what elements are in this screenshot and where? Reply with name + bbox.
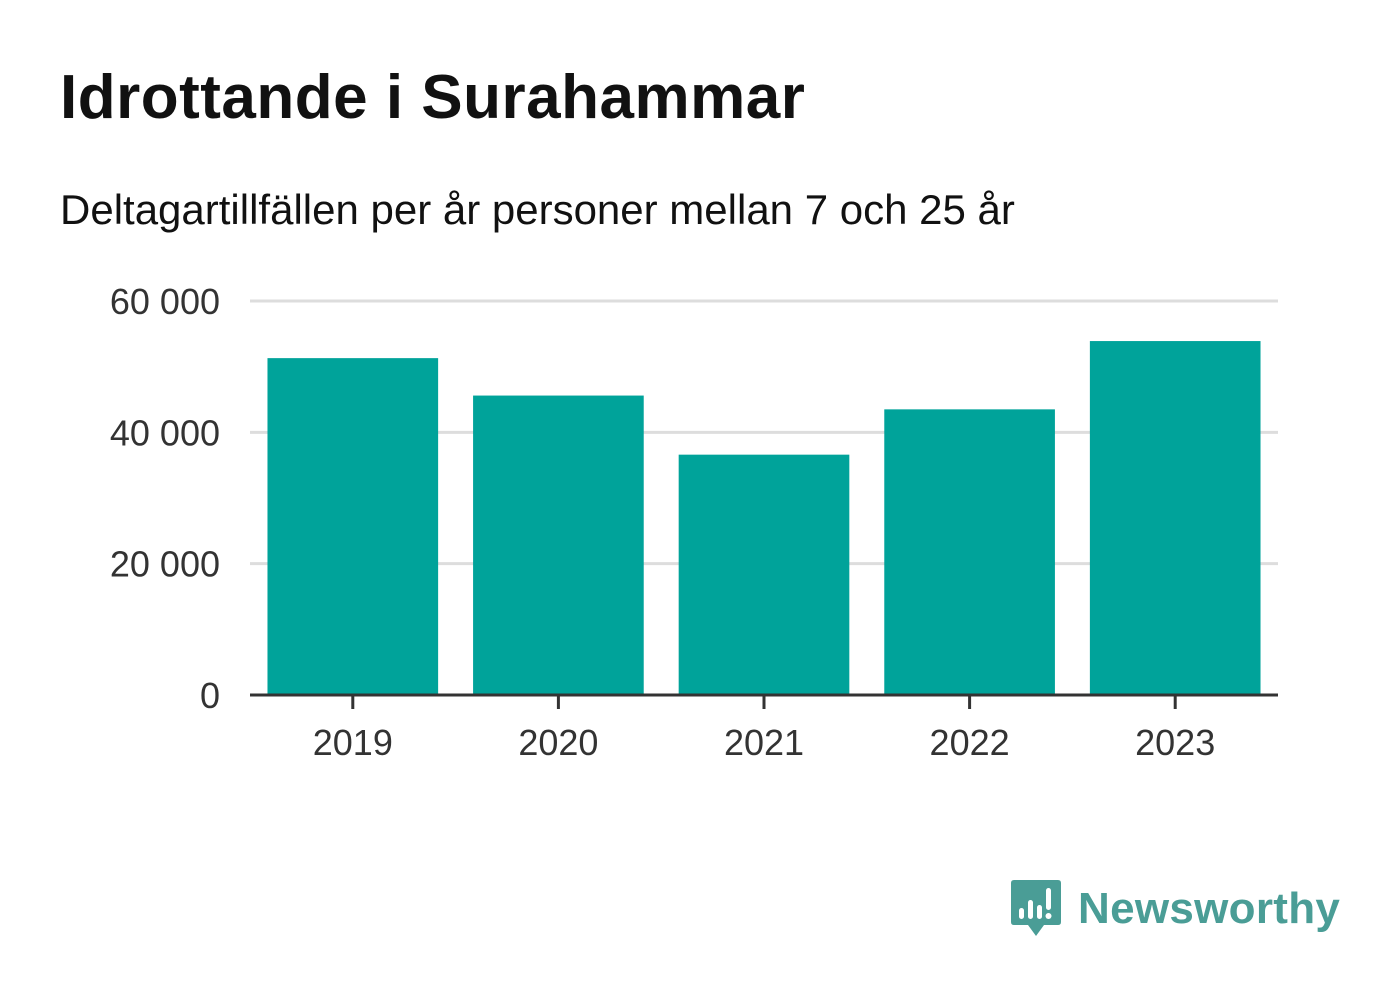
bar-2021 bbox=[678, 454, 850, 695]
x-tick-label: 2023 bbox=[1135, 722, 1215, 763]
x-tick-label: 2022 bbox=[930, 722, 1010, 763]
bar-2019 bbox=[267, 358, 439, 695]
x-tick-label: 2019 bbox=[313, 722, 393, 763]
bar-chart: 0 20 000 40 000 60 000 2019 2020 2021 2022 2023 bbox=[110, 281, 1278, 763]
newsworthy-logo-icon bbox=[1011, 880, 1061, 936]
bar-2022 bbox=[884, 409, 1055, 695]
bar-2023 bbox=[1089, 341, 1261, 695]
brand-logo: Newsworthy bbox=[1010, 878, 1340, 940]
bars bbox=[267, 341, 1261, 695]
chart-title: Idrottande i Surahammar bbox=[60, 63, 806, 132]
axes: 0 20 000 40 000 60 000 2019 2020 2021 2022 2023 bbox=[110, 281, 1278, 763]
chart-subtitle: Deltagartillfällen per år personer mella… bbox=[60, 186, 1015, 233]
x-tick-label: 2020 bbox=[518, 722, 598, 763]
brand-name: Newsworthy bbox=[1078, 884, 1341, 933]
y-tick-label: 40 000 bbox=[110, 412, 220, 453]
y-tick-label: 0 bbox=[200, 675, 220, 716]
y-tick-label: 60 000 bbox=[110, 281, 220, 322]
bar-2020 bbox=[473, 395, 644, 695]
x-tick-label: 2021 bbox=[724, 722, 804, 763]
y-tick-label: 20 000 bbox=[110, 544, 220, 585]
